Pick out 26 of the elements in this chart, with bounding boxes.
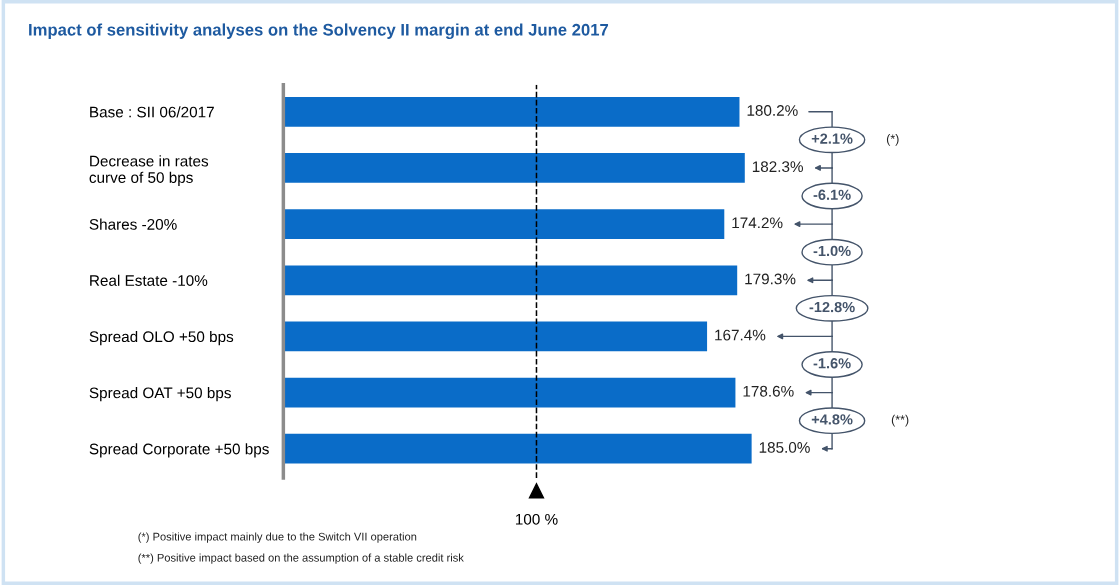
text: +2.1% [811, 133, 853, 144]
data-label: 180.2% [747, 105, 798, 116]
data-label: 174.2% [732, 217, 783, 229]
y-tick-label: Spread OLO +50 bps [89, 330, 234, 346]
data-label: 179.3% [745, 273, 796, 285]
data-label: 167.4% [715, 329, 766, 341]
text: (**) [891, 414, 909, 427]
data-label: 178.6% [743, 385, 794, 397]
text: -1.0% [813, 245, 851, 257]
y-tick-label: Shares -20% [89, 218, 177, 230]
text: -6.1% [813, 189, 851, 200]
chart-title: Impact of sensitivity analyses on the Solvency II margin at end June 2017 [29, 23, 609, 40]
ref-line-label: 100 % [515, 513, 558, 525]
y-tick-label: Spread OAT +50 bps [89, 387, 231, 402]
text: -12.8% [809, 301, 855, 313]
text: (*) [886, 134, 899, 146]
text: (**) Positive impact based on the assumption of a stable credit risk [138, 553, 464, 564]
y-tick-label: Real Estate -10% [90, 274, 208, 286]
text: -1.6% [813, 358, 851, 369]
data-label: 185.0% [759, 442, 810, 453]
y-tick-label: Base : SII 06/2017 [90, 106, 214, 118]
text: +4.8% [811, 414, 853, 425]
text: (*) Positive impact mainly due to the Switch VII operation [138, 532, 417, 543]
y-tick-label: Spread Corporate +50 bps [89, 443, 269, 458]
y-tick-label: Decrease in rates curve of 50 bps [89, 155, 209, 186]
data-label: 182.3% [752, 161, 804, 173]
